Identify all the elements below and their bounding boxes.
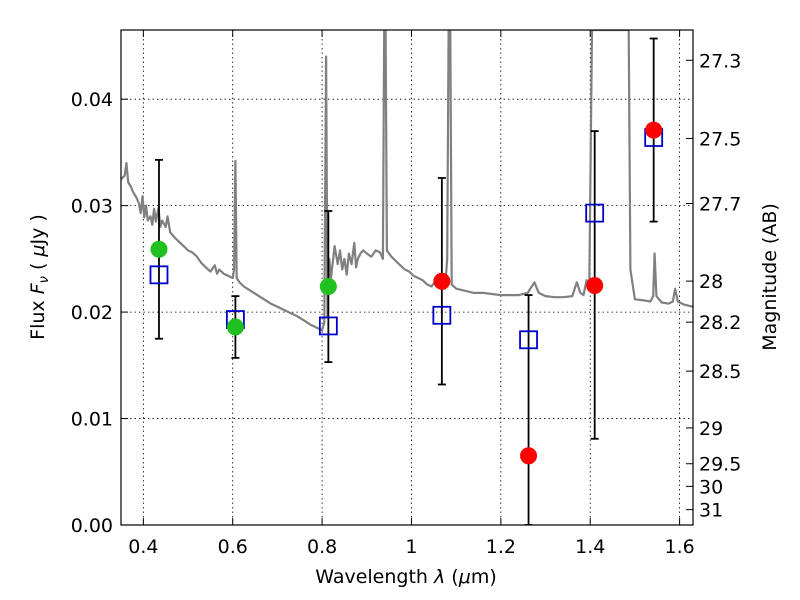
observed-photometry-point bbox=[150, 240, 168, 258]
magnitude-tick-label: 29.5 bbox=[699, 454, 741, 476]
magnitude-tick-label: 30 bbox=[699, 476, 723, 498]
model-photometry-square bbox=[432, 305, 452, 325]
magnitude-tick-label: 27.7 bbox=[699, 194, 741, 216]
observed-photometry-point bbox=[586, 276, 604, 294]
x-tick-label: 0.8 bbox=[307, 536, 337, 558]
plot-frame bbox=[120, 29, 694, 526]
magnitude-tick-label: 28.2 bbox=[699, 312, 741, 334]
y-tick-label: 0.04 bbox=[71, 89, 113, 111]
observed-photometry-point bbox=[226, 318, 244, 336]
magnitude-tick-label: 27.5 bbox=[699, 128, 741, 150]
model-photometry-square bbox=[519, 330, 538, 350]
y-axis-label: Flux Fν ( μJy ) bbox=[27, 214, 52, 340]
x-tick-label: 0.6 bbox=[218, 536, 248, 558]
model-photometry-square bbox=[318, 316, 338, 336]
magnitude-tick-label: 29 bbox=[699, 418, 723, 440]
model-photometry-square bbox=[149, 265, 169, 285]
observed-photometry-point bbox=[645, 121, 663, 139]
model-photometry-square bbox=[585, 203, 605, 223]
magnitude-tick-label: 27.3 bbox=[699, 50, 741, 72]
y-tick-label: 0.00 bbox=[71, 515, 113, 537]
x-tick-label: 1.2 bbox=[486, 536, 516, 558]
y-tick-label: 0.01 bbox=[71, 409, 113, 431]
observed-photometry-point bbox=[520, 447, 538, 465]
x-tick-label: 0.4 bbox=[128, 536, 158, 558]
observed-photometry-point bbox=[433, 272, 451, 290]
model-spectrum-line bbox=[121, 30, 693, 332]
magnitude-tick-label: 28 bbox=[699, 271, 723, 293]
x-tick-label: 1 bbox=[405, 536, 417, 558]
magnitude-axis-label: Magnitude (AB) bbox=[759, 203, 781, 351]
x-tick-label: 1.6 bbox=[664, 536, 694, 558]
model-photometry-squares bbox=[149, 128, 664, 350]
axis-ticks: 0.4 0.6 0.8 1 1.2 1.4 1.6 0.00 0.01 0.02 0.03 0.04 2… bbox=[71, 30, 741, 558]
observed-photometry-point bbox=[319, 278, 337, 296]
magnitude-tick-label: 28.5 bbox=[699, 361, 741, 383]
x-axis-label: Wavelength λ (μm) bbox=[315, 566, 496, 588]
y-tick-label: 0.02 bbox=[71, 302, 113, 324]
x-tick-label: 1.4 bbox=[575, 536, 605, 558]
y-tick-label: 0.03 bbox=[71, 196, 113, 218]
observed-photometry-points bbox=[150, 121, 663, 465]
magnitude-tick-label: 31 bbox=[699, 500, 723, 522]
